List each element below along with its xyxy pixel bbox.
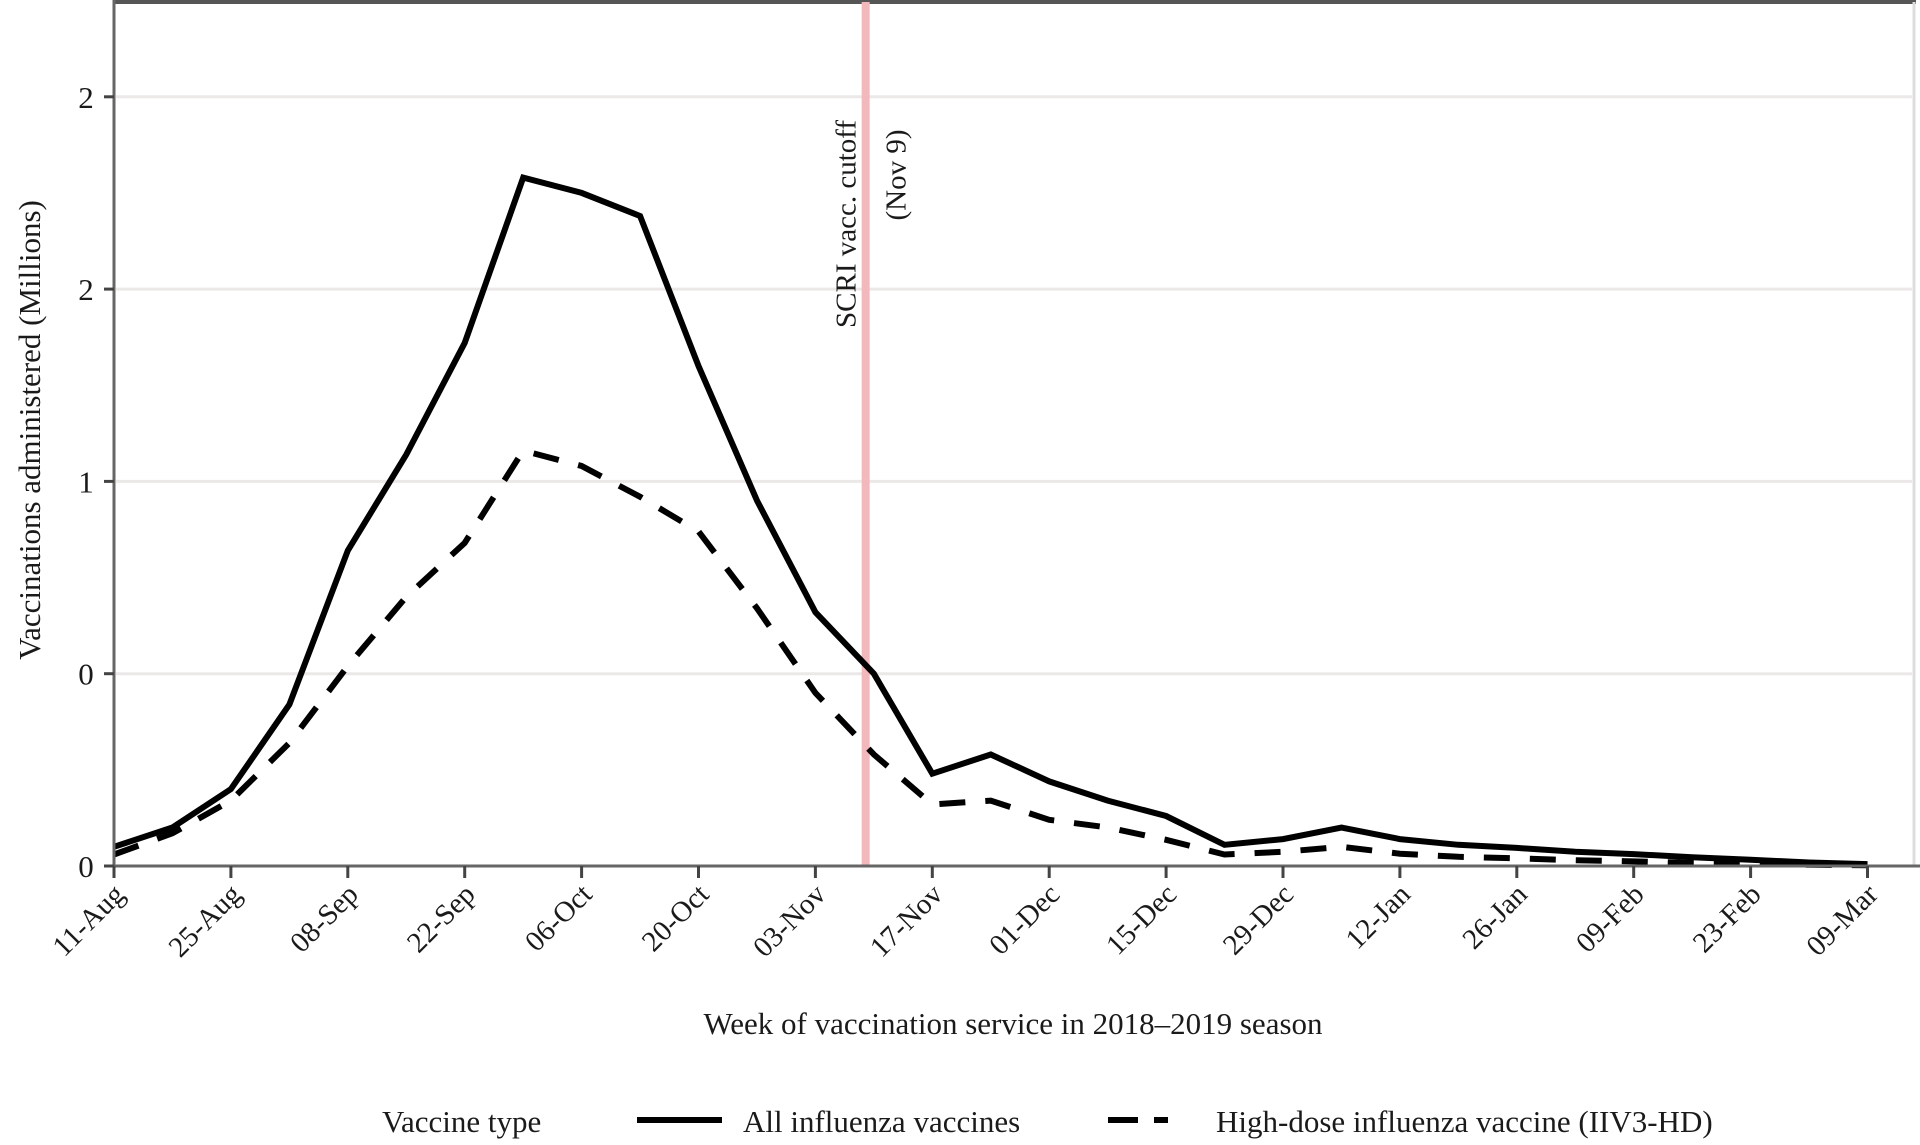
y-tick-label: 2 [78,80,94,115]
series-line-high-dose [112,447,1868,869]
y-axis-ticks: 0 0 1 2 2 [78,80,114,884]
gridlines [116,95,1912,676]
cutoff-annotation: SCRI vacc. cutoff (Nov 9) [831,2,913,866]
y-tick-label: 1 [78,464,94,499]
y-axis-title: Vaccinations administered (Millions) [12,200,47,660]
y-tick-label: 0 [78,657,94,692]
series-layer [112,173,1868,869]
series-line-all-vaccines [113,173,1868,868]
y-tick-label: 0 [78,849,94,884]
cutoff-label-line1: SCRI vacc. cutoff [831,120,863,328]
legend-entry-all-vaccines: All influenza vaccines [743,1104,1020,1139]
y-tick-label: 2 [78,272,94,307]
plot-area [114,2,1914,866]
legend-title: Vaccine type [382,1104,541,1139]
legend: Vaccine type All influenza vaccines High… [382,1104,1713,1139]
x-axis-title: Week of vaccination service in 2018–2019… [703,1006,1323,1041]
legend-entry-high-dose: High-dose influenza vaccine (IIV3-HD) [1216,1104,1713,1139]
cutoff-label-line2: (Nov 9) [881,129,913,220]
